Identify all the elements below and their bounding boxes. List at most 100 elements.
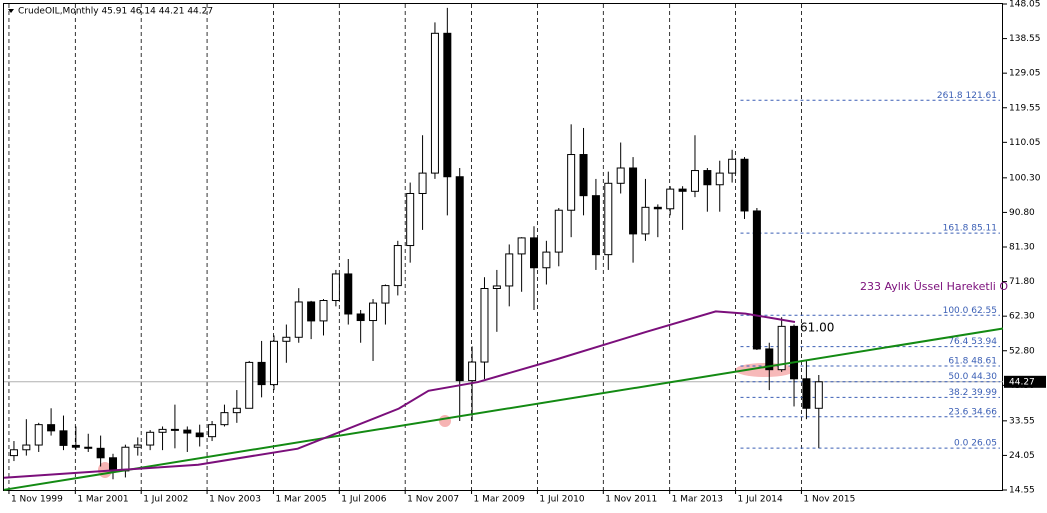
fib-label: 161.8 85.11: [943, 224, 997, 234]
x-tick-label: 1 Nov 2011: [605, 495, 657, 505]
candle-body: [591, 195, 600, 256]
fib-label: 0.0 26.05: [954, 439, 997, 449]
menu-arrow[interactable]: [8, 9, 14, 13]
candle-body: [653, 206, 662, 210]
fib-label: 50.0 44.30: [948, 372, 997, 382]
x-tick-label: 1 Jul 2014: [738, 495, 783, 505]
y-tick-label: 129.05: [1009, 69, 1041, 79]
candle-body: [703, 170, 712, 186]
candle-body: [393, 245, 402, 287]
candle-body: [331, 273, 340, 302]
x-tick-label: 1 Mar 2013: [672, 495, 723, 505]
y-tick-label: 81.30: [1009, 243, 1035, 253]
candle-body: [455, 176, 464, 382]
candle-body: [22, 444, 31, 451]
y-tick-label: 14.55: [1009, 486, 1035, 496]
candle-body: [282, 336, 291, 342]
candle-body: [121, 446, 130, 472]
candle-body: [752, 210, 761, 350]
candle-body: [430, 32, 439, 174]
candle-body: [418, 172, 427, 194]
candle-body: [307, 301, 316, 322]
candle-body: [71, 444, 80, 448]
candle-body: [629, 167, 638, 235]
candle-body: [146, 431, 155, 446]
candle-body: [678, 188, 687, 192]
ema-line: [3, 310, 796, 479]
candle-body: [530, 237, 539, 269]
fib-label: 76.4 53.94: [948, 337, 997, 347]
candle-body: [443, 32, 452, 178]
candle-body: [777, 325, 786, 371]
y-tick-label: 119.55: [1009, 103, 1041, 113]
fib-label: 261.8 121.61: [937, 91, 997, 101]
candle-body: [257, 361, 266, 386]
fib-label: 38.2 39.99: [948, 388, 997, 398]
price-box: [1004, 375, 1046, 388]
candle-body: [294, 301, 303, 338]
candle-body: [195, 432, 204, 438]
candle-body: [9, 449, 18, 457]
candle-body: [406, 192, 415, 247]
price-box-label: 44.27: [1009, 377, 1035, 387]
candle-body: [802, 378, 811, 409]
x-tick-label: 1 Nov 1999: [11, 495, 63, 505]
ema-name: 233 Aylık Üssel Hareketli O: [860, 280, 1008, 293]
fib-label: 100.0 62.55: [943, 306, 997, 316]
x-tick-label: 1 Nov 2015: [803, 495, 855, 505]
fib-label: 23.6 34.66: [948, 407, 997, 417]
x-tick-label: 1 Mar 2001: [77, 495, 128, 505]
candle-body: [468, 361, 477, 382]
candle-body: [381, 285, 390, 304]
x-tick-label: 1 Mar 2005: [275, 495, 326, 505]
fib-label: 61.8 48.61: [948, 357, 997, 367]
candle-body: [542, 251, 551, 269]
candle-body: [480, 288, 489, 363]
candle-body: [170, 428, 179, 431]
x-tick-label: 1 Mar 2009: [474, 495, 526, 505]
candle-body: [356, 313, 365, 322]
candle-body: [728, 158, 737, 174]
candle-body: [158, 428, 167, 433]
y-tick-label: 110.05: [1009, 138, 1041, 148]
y-tick-label: 52.80: [1009, 346, 1035, 356]
candle-body: [269, 340, 278, 386]
candle-body: [616, 167, 625, 184]
candle-body: [814, 381, 823, 409]
candle-body: [604, 182, 613, 256]
candle-body: [344, 273, 353, 315]
candle-body: [47, 424, 56, 432]
candle-body: [492, 285, 501, 290]
y-tick-label: 148.05: [1009, 0, 1041, 10]
y-tick-label: 71.80: [1009, 277, 1035, 287]
candle-body: [183, 429, 192, 434]
candle-body: [765, 348, 774, 371]
candle-body: [220, 412, 229, 426]
candle-body: [369, 302, 378, 322]
y-tick-label: 62.30: [1009, 312, 1035, 322]
candle-body: [517, 237, 526, 255]
candle-body: [133, 444, 142, 448]
trendline: [3, 327, 1004, 491]
candle-body: [232, 407, 241, 414]
x-tick-label: 1 Nov 2007: [407, 495, 459, 505]
x-tick-label: 1 Nov 2003: [209, 495, 261, 505]
chart-title: CrudeOIL,Monthly 45.91 46.14 44.21 44.27: [18, 7, 213, 17]
x-tick-label: 1 Jul 2006: [341, 495, 386, 505]
candle-body: [579, 154, 588, 197]
candle-body: [208, 424, 217, 438]
x-tick-label: 1 Jul 2002: [143, 495, 188, 505]
candle-body: [641, 206, 650, 235]
y-tick-label: 138.55: [1009, 34, 1041, 44]
candle-body: [84, 446, 93, 449]
plot-frame: [3, 3, 1003, 491]
highlight: [439, 415, 451, 427]
y-tick-label: 90.80: [1009, 208, 1035, 218]
candle-body: [690, 170, 699, 192]
candle-body: [59, 430, 68, 446]
y-tick-label: 33.55: [1009, 416, 1035, 426]
candle-body: [505, 253, 514, 287]
candle-body: [109, 457, 118, 472]
